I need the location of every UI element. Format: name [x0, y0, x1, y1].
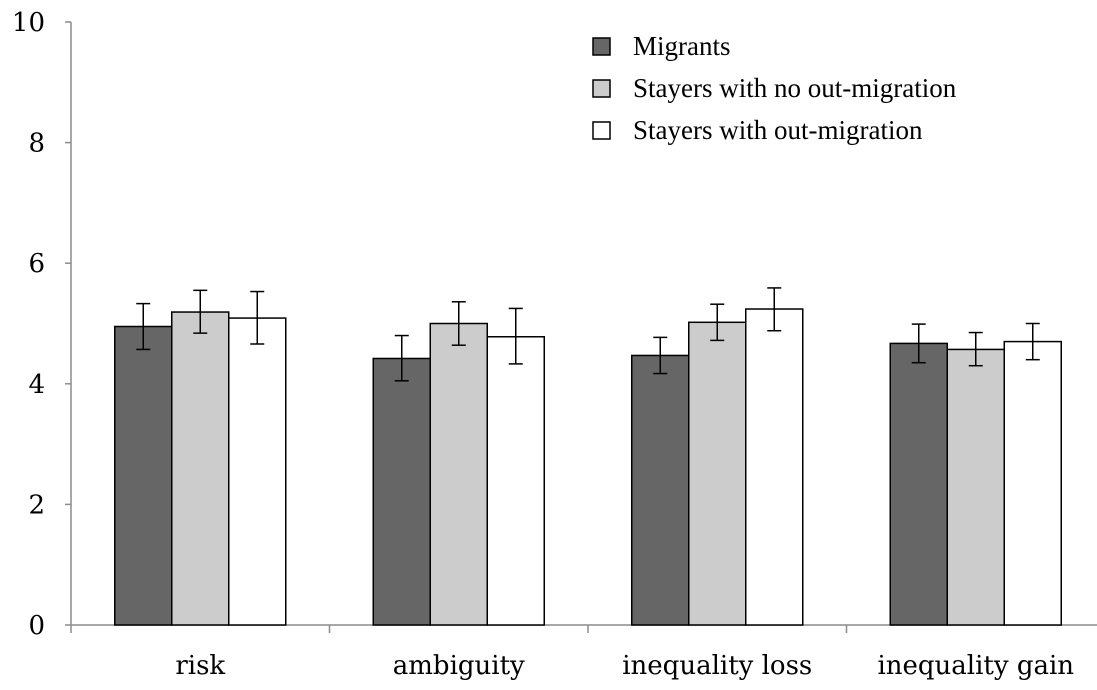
legend-label-1: Migrants: [633, 31, 731, 61]
legend-swatch-1: [592, 37, 611, 56]
y-tick-label: 10: [12, 8, 45, 38]
bar-1: [631, 354, 690, 626]
legend-label-2: Stayers with no out-migration: [633, 73, 957, 103]
legend-swatch-2: [592, 79, 611, 98]
x-category-label: inequality gain: [877, 651, 1074, 681]
bar-2: [171, 311, 230, 626]
bar-1: [372, 357, 431, 626]
legend-swatch-3: [592, 121, 611, 140]
y-tick-label: 8: [28, 129, 45, 159]
bar-3: [486, 336, 545, 626]
bar-3: [1003, 340, 1062, 626]
bar-3: [745, 308, 804, 626]
bar-2: [429, 322, 488, 626]
legend-label-3: Stayers with out-migration: [633, 115, 923, 145]
x-category-label: inequality loss: [622, 651, 812, 681]
y-tick-label: 6: [28, 249, 45, 279]
y-tick-label: 4: [28, 370, 45, 400]
bar-1: [114, 325, 173, 626]
bar-2: [688, 321, 747, 626]
bar-1: [889, 342, 948, 626]
x-category-label: risk: [175, 651, 225, 681]
y-tick-label: 2: [28, 490, 45, 520]
y-tick-label: 0: [28, 611, 45, 641]
bar-2: [946, 348, 1005, 626]
x-category-label: ambiguity: [393, 651, 525, 681]
bar-3: [228, 317, 287, 626]
